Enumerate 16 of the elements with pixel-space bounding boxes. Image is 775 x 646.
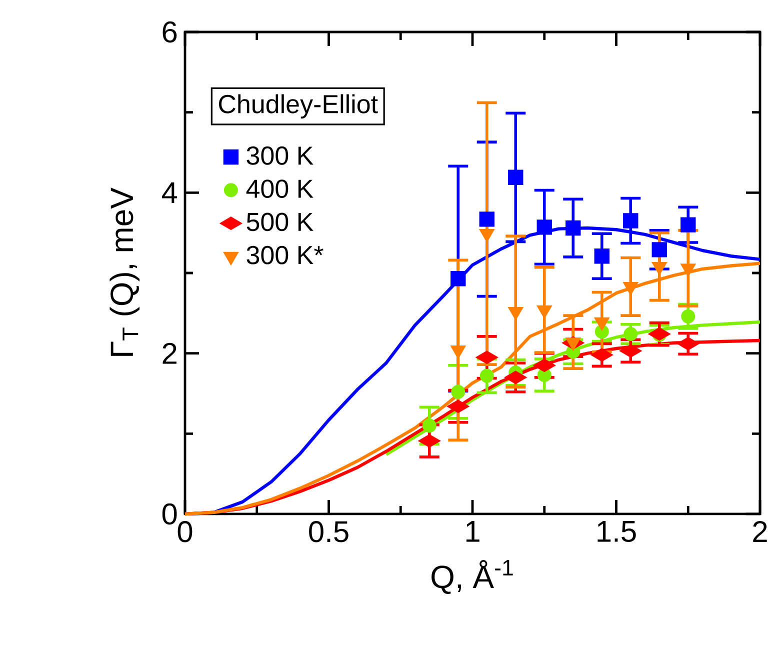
legend-label: 400 K <box>246 180 314 198</box>
x-tick-label: 0 <box>178 521 192 542</box>
x-tick-label: 1 <box>466 521 480 542</box>
y-tick-label: 4 <box>162 182 178 203</box>
legend-label: 300 K <box>246 146 314 165</box>
y-axis-title: Γ$_{T}$ (Q), meV <box>110 188 140 356</box>
y-tick-label: 0 <box>162 503 177 525</box>
x-tick-label: 1.5 <box>598 521 636 542</box>
y-tick-label: 6 <box>162 21 177 43</box>
legend-title: Chudley-Elliot <box>218 94 378 118</box>
y-tick-label: 2 <box>162 342 176 364</box>
legend-label: 300 K* <box>246 246 324 264</box>
x-tick-label: 2 <box>753 521 767 542</box>
x-axis-title: Q, Å$^{-1}$ <box>432 560 513 594</box>
x-tick-label: 0.5 <box>309 521 348 542</box>
legend-label: 500 K <box>246 212 314 232</box>
